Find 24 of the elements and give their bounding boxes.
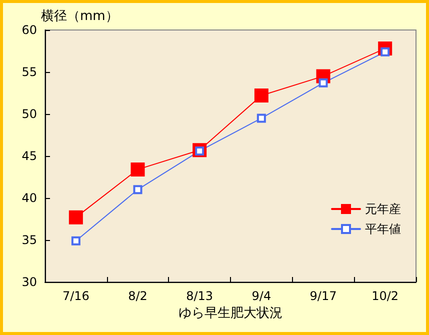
y-tick-label: 30 [22,275,37,289]
y-tick-label: 40 [22,191,37,205]
point [68,210,83,224]
y-tick-label: 60 [22,23,37,37]
legend-label: 元年産 [365,202,401,216]
x-tick-label: 10/2 [372,289,399,303]
point [130,162,145,176]
y-tick-label: 55 [22,65,37,79]
y-tick-label: 50 [22,107,37,121]
x-tick-label: 8/2 [128,289,148,303]
point [71,236,80,246]
x-tick-label: 8/13 [186,289,214,303]
legend-label: 平年値 [365,222,401,236]
y-axis-title: 横径（mm） [41,9,118,24]
x-tick-label: 9/4 [252,289,272,303]
y-tick-label: 35 [22,233,37,247]
y-tick-label: 45 [22,149,37,163]
point [254,88,268,103]
point [133,185,142,194]
point [256,114,266,123]
x-tick-label: 9/17 [310,289,337,303]
x-axis-title: ゆら早生肥大状況 [178,306,282,321]
point [318,78,328,88]
x-tick-label: 7/16 [62,289,90,303]
